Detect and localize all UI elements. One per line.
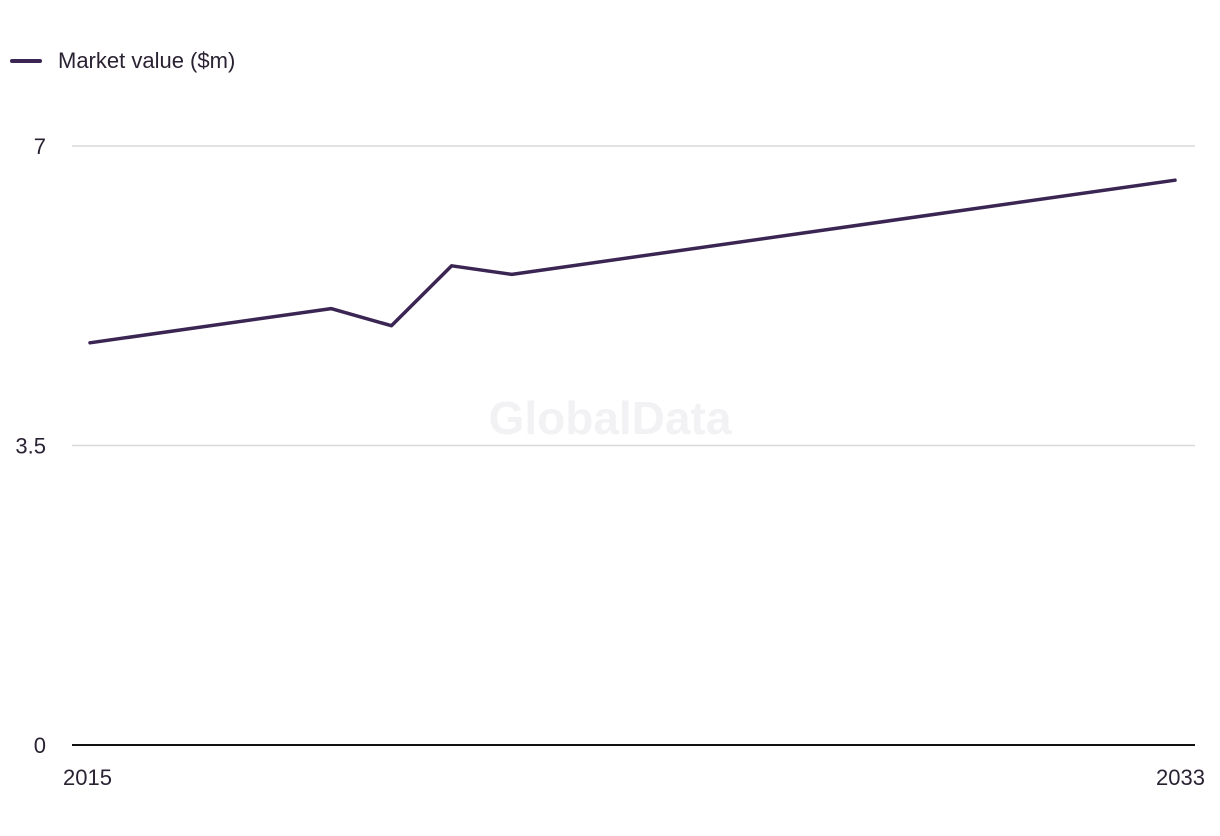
y-tick-label: 7 — [34, 134, 46, 159]
y-tick-label: 3.5 — [15, 434, 46, 459]
watermark: GlobalData — [489, 392, 732, 444]
y-tick-label: 0 — [34, 733, 46, 758]
x-tick-label: 2033 — [1156, 765, 1205, 790]
y-axis-tick-labels: 03.57 — [15, 134, 46, 758]
x-tick-label: 2015 — [63, 765, 112, 790]
x-axis-tick-labels: 2015 2033 — [63, 765, 1205, 790]
series-group — [90, 180, 1175, 343]
series-line-market-value — [90, 180, 1175, 343]
